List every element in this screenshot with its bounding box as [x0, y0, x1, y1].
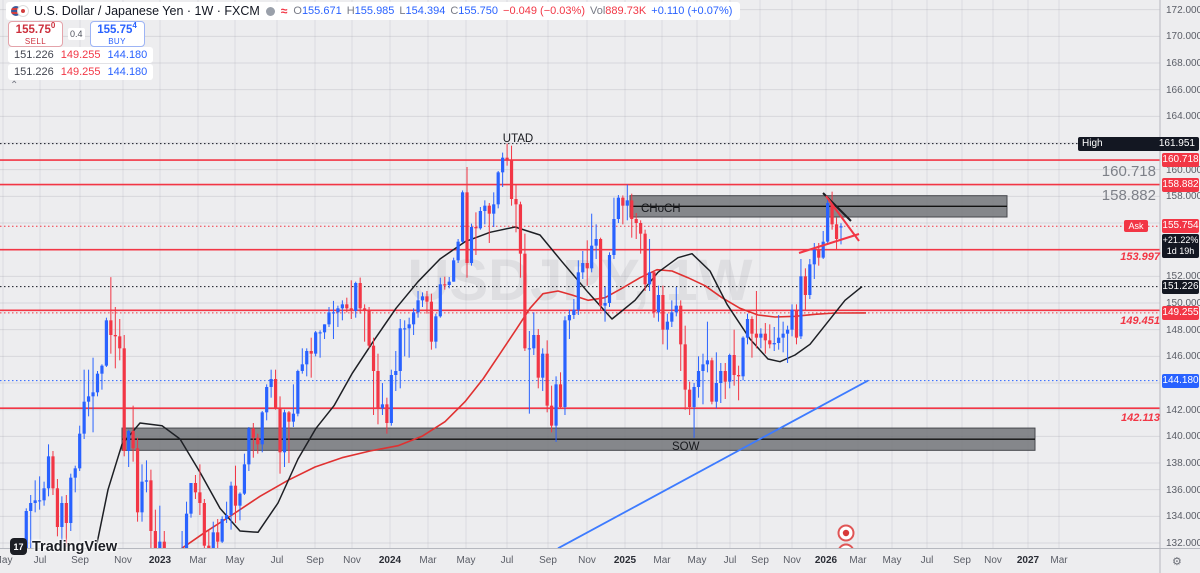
ma-line-black[interactable]	[95, 226, 863, 548]
time-axis-label[interactable]: May	[225, 555, 245, 566]
time-axis-label[interactable]: 2027	[1016, 555, 1040, 566]
order-panel: 155.750 SELL 0.4 155.754 BUY	[8, 21, 145, 47]
candlestick-series[interactable]	[2, 143, 843, 573]
japan-flag-icon[interactable]	[837, 524, 855, 542]
time-axis-label[interactable]: Mar	[189, 555, 207, 566]
price-axis-tick: 132.000	[1166, 538, 1200, 549]
time-axis-label[interactable]: May	[687, 555, 707, 566]
price-axis-tick: 166.000	[1166, 85, 1200, 96]
utad-label: UTAD	[503, 133, 533, 145]
symbol-title[interactable]: U.S. Dollar / Japanese Yen · 1W · FXCM	[34, 4, 260, 18]
level-label-158882[interactable]: 158.882	[1101, 187, 1156, 204]
price-axis-badge[interactable]: 144.180	[1162, 374, 1199, 388]
time-axis-label[interactable]: Sep	[306, 555, 324, 566]
price-axis-badge[interactable]: 149.255	[1162, 306, 1199, 320]
buy-button[interactable]: 155.754 BUY	[89, 21, 145, 47]
zone-label-choch: CHoCH	[641, 203, 681, 215]
price-axis-tick: 142.000	[1166, 405, 1200, 416]
time-axis-label[interactable]: Nov	[343, 555, 361, 566]
price-axis-tick: 168.000	[1166, 58, 1200, 69]
time-axis-label[interactable]: Jul	[723, 555, 737, 566]
grid	[0, 0, 1160, 548]
price-axis-tick: 148.000	[1166, 325, 1200, 336]
time-axis-label[interactable]: Nov	[114, 555, 132, 566]
sell-button[interactable]: 155.750 SELL	[8, 21, 63, 47]
price-axis-tick: 152.000	[1166, 271, 1200, 282]
price-axis-tick: 150.000	[1166, 298, 1200, 309]
drawn-trendline[interactable]	[798, 233, 860, 254]
price-axis-tick: 140.000	[1166, 431, 1200, 442]
us-flag-icon[interactable]	[838, 543, 854, 560]
time-axis-label[interactable]: 2026	[814, 555, 838, 566]
level-label-153997[interactable]: 153.997	[1120, 251, 1160, 263]
time-axis-label[interactable]: Sep	[953, 555, 971, 566]
time-axis-label[interactable]: May	[882, 555, 902, 566]
countdown-chip: +21.22% 1d 19h	[1162, 234, 1199, 258]
time-axis-label[interactable]: Nov	[984, 555, 1002, 566]
price-axis-tick: 170.000	[1166, 31, 1200, 42]
price-axis-tick: 146.000	[1166, 351, 1200, 362]
time-axis-label[interactable]: 2024	[378, 555, 402, 566]
currency-pair-icon	[10, 4, 29, 18]
indicator-row[interactable]: 151.226 149.255 144.180	[8, 64, 154, 80]
drawn-trendline[interactable]	[825, 195, 860, 242]
time-axis-label[interactable]: Jul	[33, 555, 47, 566]
time-axis-label[interactable]: Mar	[1050, 555, 1068, 566]
ohlc-values: O155.671 H155.985 L154.394 C155.750 −0.0…	[293, 5, 733, 17]
price-axis-badge[interactable]: 160.718	[1162, 153, 1199, 167]
price-axis-tick: 138.000	[1166, 458, 1200, 469]
zone-sow[interactable]: SOW	[121, 427, 1036, 453]
price-axis-tick: 136.000	[1166, 485, 1200, 496]
high-price-chip[interactable]: High 161.951	[1078, 137, 1199, 151]
time-axis-label[interactable]: May	[0, 555, 13, 566]
time-axis-label[interactable]: Mar	[419, 555, 437, 566]
axis-settings-gear-icon[interactable]: ⚙	[1172, 556, 1182, 568]
symbol-legend: U.S. Dollar / Japanese Yen · 1W · FXCM ≈…	[6, 2, 741, 20]
time-axis-label[interactable]: May	[456, 555, 476, 566]
level-label-160718[interactable]: 160.718	[1101, 163, 1156, 180]
price-axis-tick: 160.000	[1166, 165, 1200, 176]
level-label-149451[interactable]: 149.451	[1120, 315, 1160, 327]
time-axis-label[interactable]: Sep	[71, 555, 89, 566]
time-axis-label[interactable]: Jul	[270, 555, 284, 566]
time-axis-label[interactable]: Mar	[849, 555, 867, 566]
vol-change-value: +0.110 (+0.07%)	[651, 5, 733, 17]
time-axis-label[interactable]: Sep	[539, 555, 557, 566]
ma-line-red[interactable]	[152, 268, 867, 573]
time-axis-label[interactable]: Nov	[783, 555, 801, 566]
tradingview-logo[interactable]: 17 TradingView	[10, 538, 117, 555]
time-axis-label[interactable]: 2023	[148, 555, 172, 566]
delayed-data-icon[interactable]: ≈	[280, 4, 288, 18]
price-axis-badge[interactable]: 151.226	[1162, 280, 1199, 294]
time-axis-label[interactable]: Jul	[920, 555, 934, 566]
time-axis-label[interactable]: Sep	[751, 555, 769, 566]
zone-label-sow: SOW	[672, 441, 700, 453]
price-axis-tick: 164.000	[1166, 111, 1200, 122]
tradingview-logo-icon: 17	[10, 538, 27, 555]
price-axis-tick: 158.000	[1166, 191, 1200, 202]
time-axis-label[interactable]: 2025	[613, 555, 637, 566]
price-axis-tick: 134.000	[1166, 511, 1200, 522]
indicator-row[interactable]: 151.226 149.255 144.180	[8, 47, 154, 63]
price-axis-badge[interactable]: 155.754	[1162, 219, 1199, 233]
trendline-blue[interactable]	[557, 379, 869, 549]
zone-choch[interactable]: CHoCH	[629, 195, 1008, 218]
price-axis-tick: 172.000	[1166, 5, 1200, 16]
change-value: −0.049 (−0.03%)	[503, 5, 585, 17]
price-axis-badge[interactable]: 158.882	[1162, 178, 1199, 192]
time-axis-label[interactable]: Jul	[500, 555, 514, 566]
legend-collapse-caret-icon[interactable]: ⌃	[10, 80, 19, 91]
level-label-142113[interactable]: 142.113	[1121, 412, 1160, 424]
market-status-dot-icon[interactable]	[265, 6, 275, 16]
time-axis-label[interactable]: Nov	[578, 555, 596, 566]
spread-value: 0.4	[68, 28, 85, 40]
ask-chip[interactable]: Ask	[1124, 220, 1148, 232]
time-axis-label[interactable]: Mar	[653, 555, 671, 566]
